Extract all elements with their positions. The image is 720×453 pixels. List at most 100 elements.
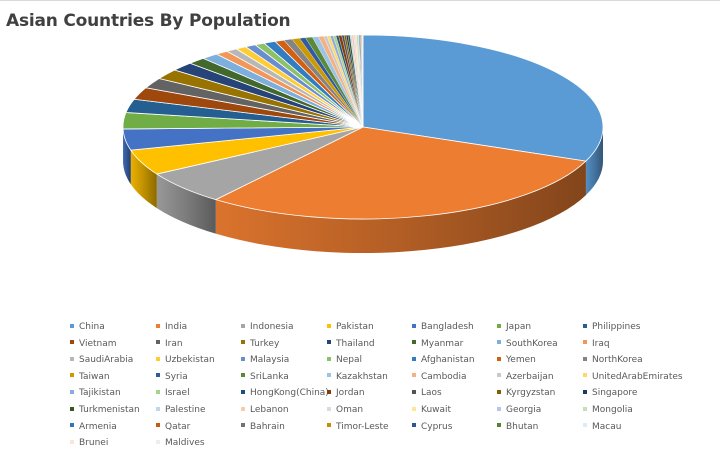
legend-swatch-icon (156, 356, 160, 361)
legend-item: Qatar (156, 422, 190, 432)
legend-item: SaudiArabia (70, 355, 133, 365)
legend-label: Tajikistan (79, 388, 121, 399)
legend-swatch-icon (583, 373, 587, 378)
legend-item: Kazakhstan (327, 372, 388, 382)
legend-item: Turkey (241, 339, 279, 349)
legend-item: Bahrain (241, 422, 285, 432)
legend-label: Macau (592, 421, 622, 432)
legend-swatch-icon (156, 373, 160, 378)
legend-label: Kyrgyzstan (506, 388, 556, 399)
legend-label: Azerbaijan (506, 371, 554, 382)
legend-swatch-icon (70, 356, 74, 361)
legend-item: Iran (156, 339, 183, 349)
legend-item: Malaysia (241, 355, 289, 365)
legend-item: Afghanistan (412, 355, 475, 365)
legend-swatch-icon (412, 340, 416, 345)
pie-slices (122, 34, 604, 220)
legend-item: Lebanon (241, 405, 289, 415)
legend-label: Uzbekistan (165, 355, 215, 366)
legend-item: Kyrgyzstan (497, 388, 555, 398)
legend-item: Bhutan (497, 422, 538, 432)
pie-slice-side-shade (215, 161, 586, 254)
legend-label: Cambodia (421, 371, 467, 382)
legend-label: Iran (165, 338, 183, 349)
legend-label: Kuwait (421, 405, 452, 415)
legend-swatch-icon (327, 356, 331, 361)
legend-label: UnitedArabEmirates (592, 371, 683, 382)
legend-swatch-icon (70, 323, 74, 328)
legend-swatch-icon (583, 340, 587, 345)
legend-swatch-icon (241, 373, 245, 378)
legend-swatch-icon (583, 423, 587, 428)
pie-slice-side-shade (156, 174, 216, 234)
legend-label: Bhutan (506, 421, 539, 432)
legend-swatch-icon (412, 373, 416, 378)
legend-item: Laos (412, 388, 442, 398)
legend-label: Nepal (336, 355, 362, 366)
legend-swatch-icon (412, 423, 416, 428)
legend-swatch-icon (327, 389, 331, 394)
legend-swatch-icon (70, 406, 74, 411)
legend-swatch-icon (241, 406, 245, 411)
legend-item: Vietnam (70, 339, 117, 349)
legend-item: Timor-Leste (327, 422, 389, 432)
legend-swatch-icon (497, 406, 501, 411)
legend-swatch-icon (583, 389, 587, 394)
legend-label: India (165, 322, 188, 332)
legend-swatch-icon (156, 439, 160, 444)
legend-swatch-icon (412, 406, 416, 411)
legend-label: Indonesia (250, 322, 294, 332)
legend-item: Syria (156, 372, 188, 382)
legend-label: Vietnam (79, 338, 117, 349)
legend-label: Thailand (336, 338, 375, 349)
legend-swatch-icon (497, 423, 501, 428)
legend-swatch-icon (70, 373, 74, 378)
legend-item: UnitedArabEmirates (583, 372, 683, 382)
legend-label: Jordan (336, 388, 365, 399)
top-border (0, 0, 720, 1)
legend-label: Oman (336, 405, 364, 415)
legend-label: Palestine (165, 405, 206, 415)
legend-label: Lebanon (250, 405, 289, 415)
legend-label: Bangladesh (421, 322, 474, 332)
legend-item: Turkmenistan (70, 405, 140, 415)
pie-slice-china (362, 34, 604, 162)
pie-slice-side-shade (130, 150, 157, 209)
legend-label: Georgia (506, 405, 542, 415)
legend-swatch-icon (156, 323, 160, 328)
legend-item: Tajikistan (70, 388, 121, 398)
legend-swatch-icon (412, 389, 416, 394)
legend-label: Iraq (592, 338, 610, 349)
pie-chart (122, 34, 604, 254)
legend-label: Bahrain (250, 421, 285, 432)
legend-item: NorthKorea (583, 355, 643, 365)
legend-swatch-icon (70, 389, 74, 394)
legend-item: Indonesia (241, 322, 294, 332)
legend-item: Maldives (156, 438, 205, 448)
legend-label: Myanmar (421, 338, 464, 349)
legend-swatch-icon (327, 340, 331, 345)
legend-item: Palestine (156, 405, 206, 415)
pie-slice-india (214, 126, 587, 220)
legend-item: Iraq (583, 339, 610, 349)
legend-item: India (156, 322, 187, 332)
legend-swatch-icon (241, 323, 245, 328)
legend-swatch-icon (497, 373, 501, 378)
legend-label: Japan (506, 322, 532, 332)
legend-swatch-icon (412, 356, 416, 361)
legend-swatch-icon (70, 439, 74, 444)
legend-swatch-icon (156, 406, 160, 411)
pie-slice-side-shade (585, 127, 603, 196)
legend-label: Brunei (79, 438, 109, 449)
legend-label: Maldives (165, 438, 205, 449)
legend-swatch-icon (583, 323, 587, 328)
pie-side-walls (123, 127, 603, 254)
legend-item: Cambodia (412, 372, 467, 382)
legend-swatch-icon (497, 340, 501, 345)
legend-swatch-icon (327, 406, 331, 411)
legend-swatch-icon (241, 356, 245, 361)
legend-item: Uzbekistan (156, 355, 215, 365)
legend-label: HongKong(China) (250, 388, 329, 399)
legend-label: Kazakhstan (336, 371, 388, 382)
legend-label: China (79, 322, 105, 332)
